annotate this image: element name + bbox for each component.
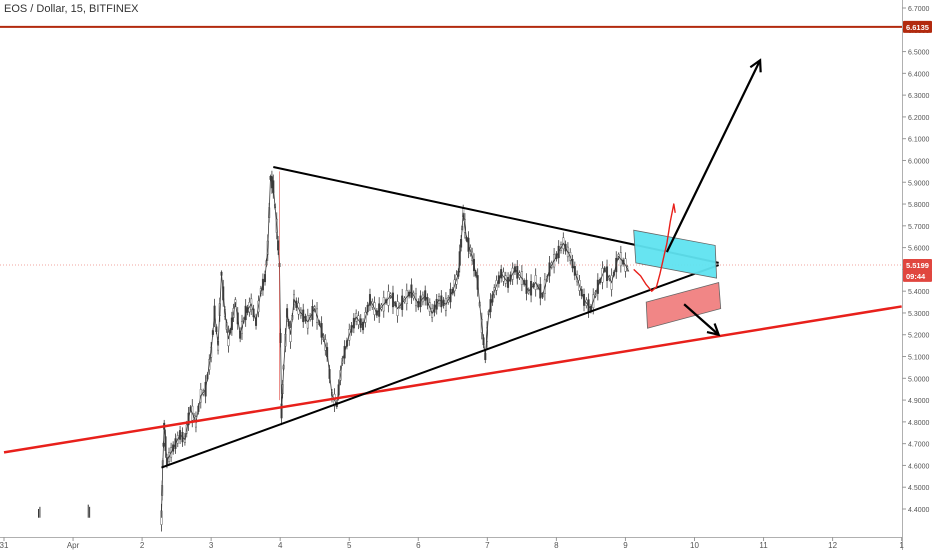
x-tick-label: 5 (347, 541, 352, 550)
y-tick-label: 6.4000 (908, 71, 930, 78)
current-price-tag-label: 5.5199 (906, 261, 929, 270)
y-tick-label: 5.2000 (908, 333, 930, 340)
downside-arrow-head (706, 323, 721, 337)
projected-path (633, 203, 676, 292)
upside-arrow-shaft (665, 59, 762, 253)
x-tick-label: 12 (828, 541, 837, 550)
price-series-line (161, 177, 630, 518)
downside-arrow-shaft (683, 303, 720, 336)
y-tick-label: 6.1000 (908, 137, 930, 144)
x-tick-label: 2 (140, 541, 145, 550)
y-tick-label: 5.3000 (908, 311, 930, 318)
x-tick-label: 10 (690, 541, 699, 550)
countdown-tag-bg (903, 269, 932, 282)
y-tick-label: 4.7000 (908, 442, 930, 449)
resistance-price-tag-label: 6.6135 (906, 23, 929, 32)
y-tick-label: 4.5000 (908, 485, 930, 492)
y-tick-label: 5.1000 (908, 355, 930, 362)
resistance-price-tag-bg (903, 20, 932, 33)
chart-title: EOS / Dollar, 15, BITFINEX (4, 3, 139, 15)
x-tick-label: 9 (623, 541, 628, 550)
y-tick-label: 6.5000 (908, 50, 930, 57)
y-tick-label: 6.2000 (908, 115, 930, 122)
y-tick-label: 5.9000 (908, 180, 930, 187)
x-tick-label: 3 (209, 541, 214, 550)
x-tick-label: 4 (278, 541, 283, 550)
y-tick-label: 5.6000 (908, 246, 930, 253)
buy-zone-box (633, 229, 718, 279)
x-tick-label: 7 (485, 541, 490, 550)
countdown-tag-label: 09:44 (906, 272, 926, 281)
x-tick-label: Apr (67, 541, 80, 550)
y-tick-label: 4.9000 (908, 398, 930, 405)
lower-triangle-line (161, 264, 720, 469)
y-tick-label: 6.3000 (908, 93, 930, 100)
y-tick-label: 4.8000 (908, 420, 930, 427)
support-trendline (3, 305, 902, 454)
x-tick-label: 31 (0, 541, 9, 550)
x-tick-label: 1 (899, 541, 904, 550)
y-tick-label: 6.0000 (908, 158, 930, 165)
y-tick-label: 5.0000 (908, 376, 930, 383)
current-price-tag-bg (903, 259, 932, 272)
y-tick-label: 4.4000 (908, 507, 930, 514)
x-tick-label: 8 (554, 541, 559, 550)
y-tick-label: 4.6000 (908, 463, 930, 470)
y-tick-label: 5.7000 (908, 224, 930, 231)
upside-arrow-head (749, 58, 762, 73)
y-tick-label: 6.7000 (908, 6, 930, 13)
candle-body (213, 305, 216, 321)
x-tick-label: 11 (759, 541, 768, 550)
y-tick-label: 5.8000 (908, 202, 930, 209)
x-tick-label: 6 (416, 541, 421, 550)
y-tick-label: 5.4000 (908, 289, 930, 296)
sell-zone-box (645, 281, 722, 329)
